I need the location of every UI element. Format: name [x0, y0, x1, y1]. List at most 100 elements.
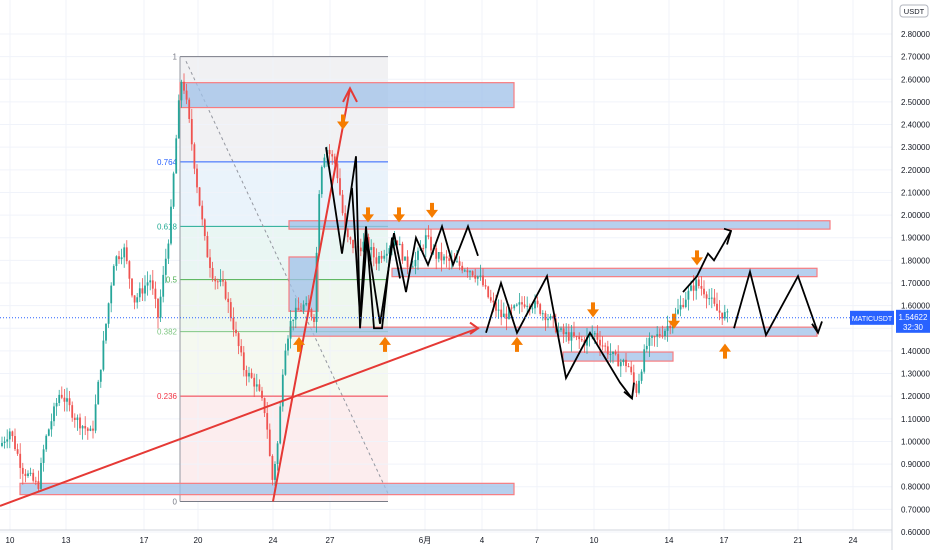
candle-body [703, 288, 705, 295]
candle-body [79, 417, 81, 429]
candle-body [690, 285, 692, 291]
candle-body [526, 305, 529, 307]
candle-body [84, 426, 87, 429]
candle-body [427, 235, 430, 237]
candle-body [606, 346, 609, 355]
candle-body [177, 100, 180, 139]
zone [289, 326, 818, 337]
candle-body [323, 157, 326, 168]
candle-body [713, 297, 716, 304]
x-tick-label: 13 [62, 536, 71, 545]
grid [0, 0, 892, 533]
candle-body [6, 439, 9, 442]
black-zigzag [325, 147, 479, 329]
candle-body [128, 261, 131, 279]
candle-body [263, 398, 266, 414]
candle-body [336, 163, 339, 179]
unit-badge-text: USDT [904, 7, 925, 16]
candle-body [601, 345, 604, 347]
candle-body [138, 288, 141, 298]
candle-body [588, 334, 591, 337]
candle-body [34, 480, 37, 482]
candle-body [458, 261, 461, 266]
candle-body [430, 236, 432, 251]
y-tick-label: 0.90000 [901, 460, 930, 469]
candle-body [63, 397, 66, 402]
candle-body [349, 237, 352, 240]
candle-body [214, 278, 217, 282]
red-trend-line [0, 327, 479, 507]
candle-body [268, 429, 271, 457]
candle-body [118, 256, 120, 260]
candle-body [695, 279, 698, 291]
candle-body [274, 463, 276, 480]
y-tick-label: 2.70000 [901, 53, 930, 62]
candle-body [219, 279, 222, 283]
candle-body [630, 366, 633, 373]
x-tick-label: 17 [720, 536, 729, 545]
black-arrowhead [723, 227, 733, 245]
arrow-up-icon [293, 336, 305, 352]
x-tick-label: 14 [665, 536, 674, 545]
candle-body [107, 303, 110, 324]
candle-body [144, 285, 146, 294]
candle-body [328, 149, 331, 155]
candle-body [53, 406, 55, 422]
candle-body [666, 325, 669, 331]
black-arrowhead [811, 321, 823, 335]
candle-body [112, 266, 115, 286]
candle-body [232, 317, 235, 330]
candle-body [497, 309, 500, 311]
candle-body [89, 428, 92, 431]
y-tick-label: 2.40000 [901, 121, 930, 130]
candle-body [604, 345, 607, 347]
x-tick-label: 7 [535, 536, 540, 545]
arrow-down-icon [393, 207, 405, 223]
candle-body [479, 275, 482, 277]
candle-body [388, 248, 391, 254]
candle-body [133, 295, 136, 303]
candle-body [162, 274, 165, 297]
candle-body [661, 335, 664, 337]
candle-body [424, 235, 427, 249]
candle-body [16, 449, 19, 454]
candle-body [575, 336, 578, 338]
candle-body [586, 336, 588, 346]
candle-body [723, 312, 726, 319]
orange-arrows [293, 114, 731, 359]
candle-body [206, 236, 209, 258]
candle-body [146, 282, 149, 286]
x-tick-label: 6月 [419, 536, 431, 545]
candle-body [664, 330, 666, 337]
drawings[interactable] [0, 86, 823, 507]
price-badge-value: 1.54622 [899, 313, 928, 322]
x-tick-label: 4 [480, 536, 485, 545]
zone [288, 220, 831, 230]
red-arrowhead [469, 321, 480, 335]
candle-body [297, 307, 300, 311]
candle-body [1, 442, 3, 446]
y-tick-label: 1.70000 [901, 279, 930, 288]
candle-body [417, 250, 419, 260]
candle-body [484, 285, 487, 287]
candle-body [248, 372, 250, 377]
candle-body [76, 417, 79, 421]
candle-body [8, 431, 11, 440]
candle-body [302, 304, 305, 311]
candle-body [461, 265, 464, 271]
candle-body [518, 302, 521, 305]
red-impulse-line [272, 88, 351, 502]
candle-body [94, 404, 97, 431]
candle-body [141, 288, 144, 294]
candle-body [625, 359, 627, 367]
candle-body [58, 394, 61, 403]
candle-body [294, 307, 297, 320]
candle-body [42, 449, 45, 463]
candle-body [201, 205, 204, 220]
candle-body [50, 421, 53, 430]
fib-level-label: 1 [173, 53, 178, 62]
candle-body [279, 406, 282, 444]
candle-body [401, 243, 404, 261]
candle-body [183, 81, 185, 91]
